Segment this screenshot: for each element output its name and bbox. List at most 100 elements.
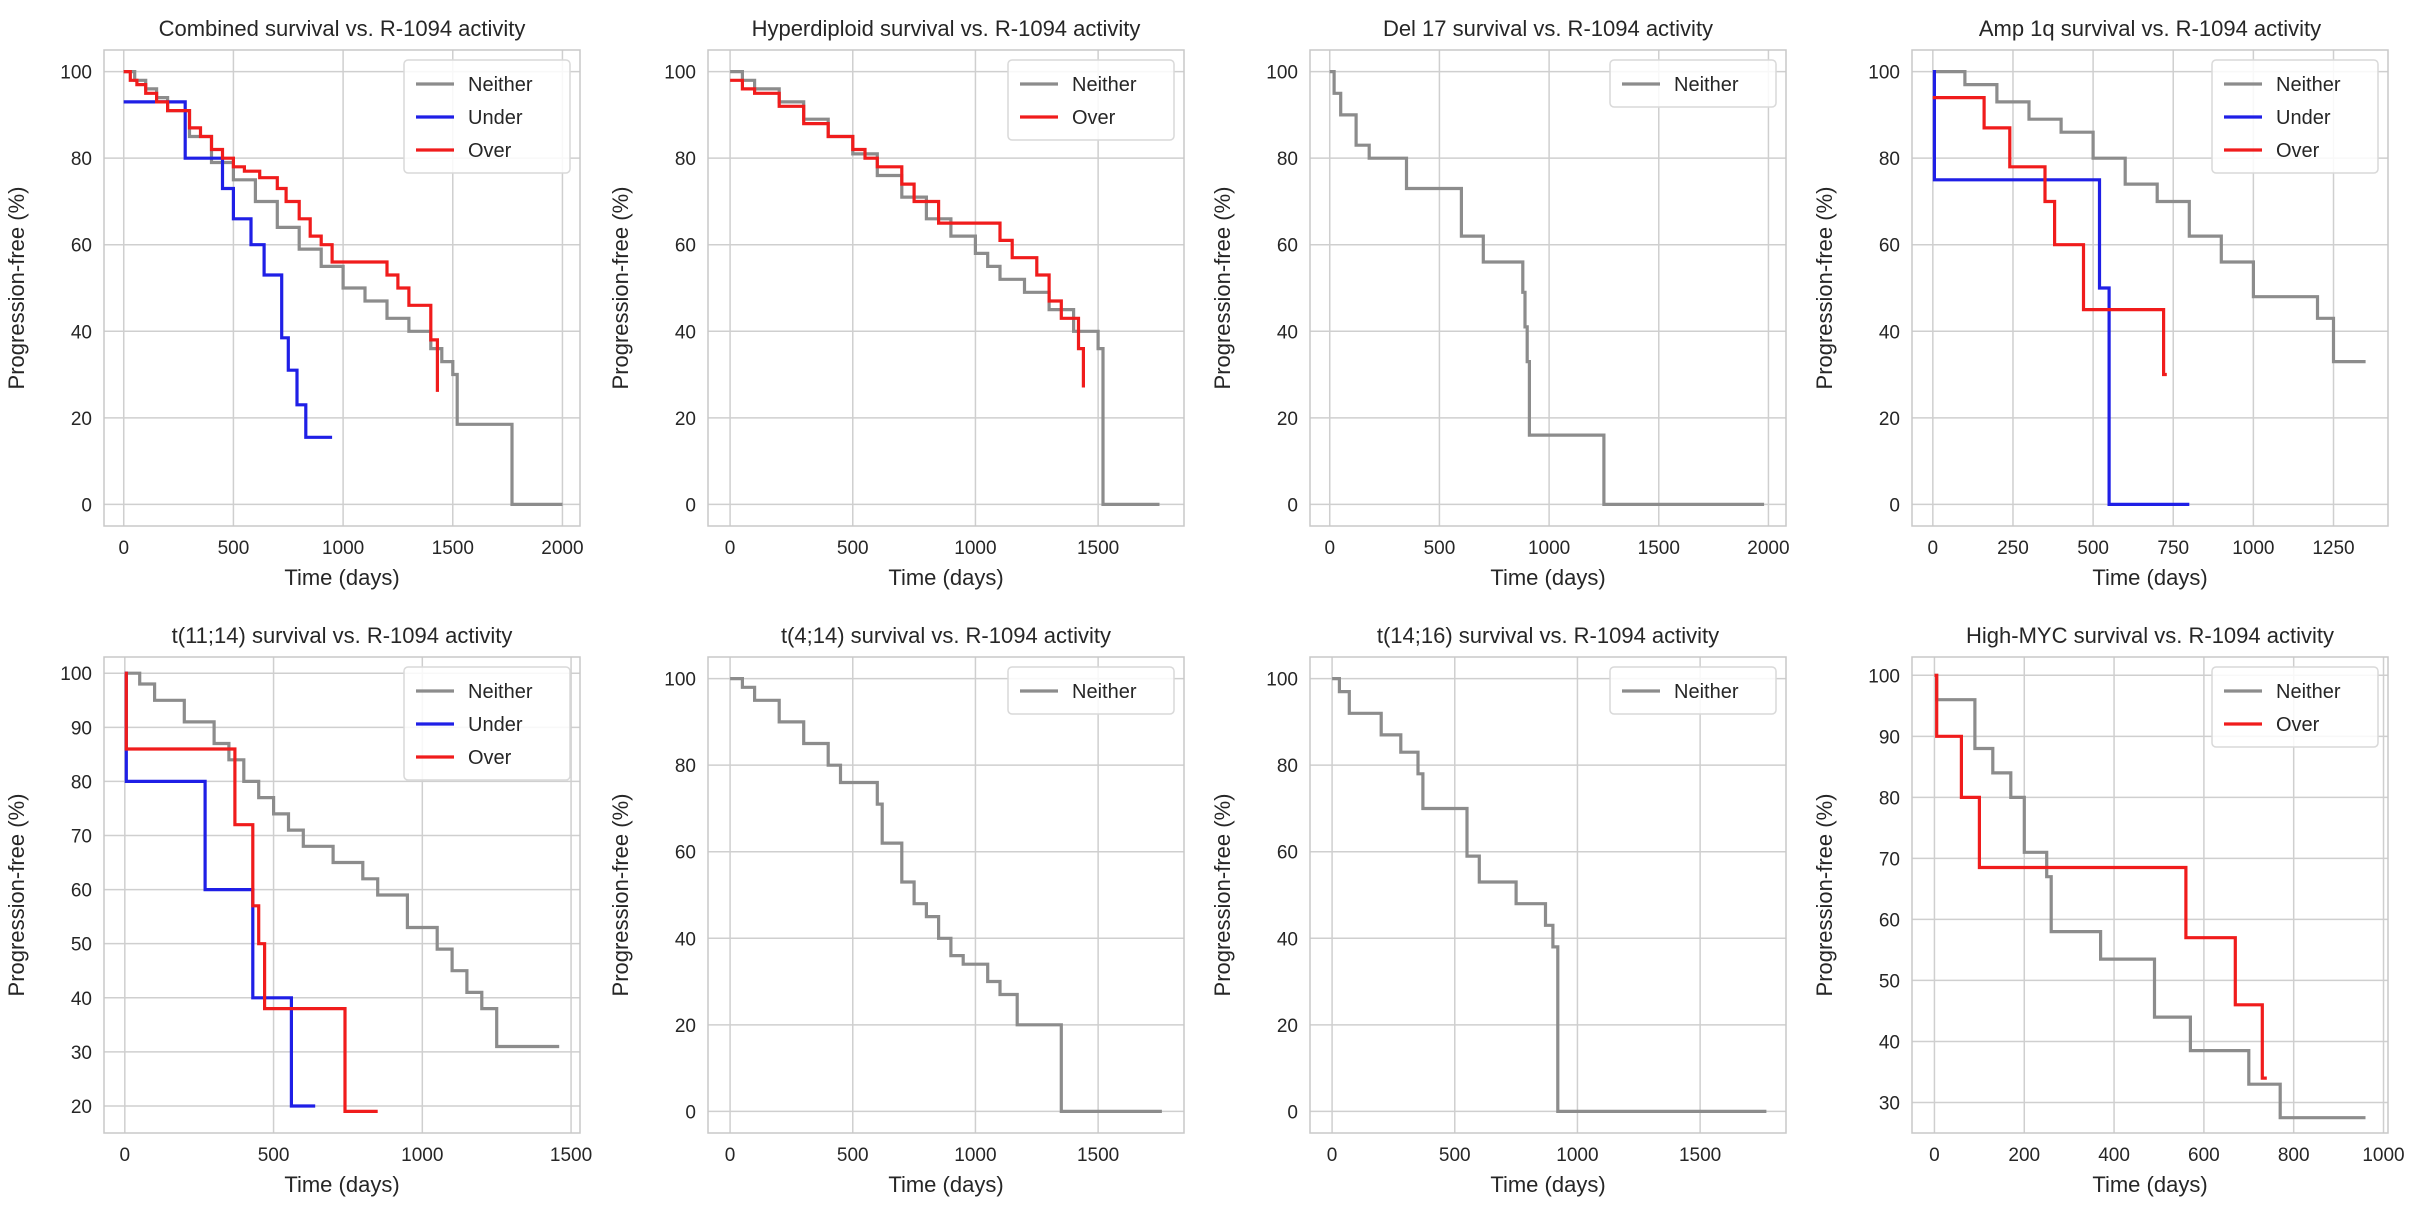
x-tick-label: 1500 (432, 538, 474, 559)
y-tick-label: 100 (1868, 666, 1900, 687)
legend-box (403, 666, 571, 781)
legend: Neither (1609, 59, 1777, 108)
legend-label-over: Over (468, 747, 512, 769)
x-tick-label: 1000 (2232, 538, 2274, 559)
legend-label-neither: Neither (2276, 74, 2341, 96)
y-tick-label: 100 (1266, 670, 1298, 691)
y-tick-label: 80 (71, 772, 92, 793)
series-line-neither (1934, 673, 2366, 1120)
y-tick-label: 40 (1879, 1032, 1900, 1053)
y-tick-label: 70 (71, 827, 92, 848)
y-tick-label: 60 (1879, 236, 1900, 257)
legend: Neither (1007, 666, 1175, 715)
y-tick-label: 60 (1879, 910, 1900, 931)
y-tick-label: 50 (1879, 971, 1900, 992)
legend-label-over: Over (2276, 714, 2320, 736)
y-tick-label: 40 (675, 929, 696, 950)
x-tick-label: 0 (120, 1145, 131, 1166)
y-tick-label: 100 (664, 670, 696, 691)
y-tick-label: 60 (71, 881, 92, 902)
y-tick-label: 20 (1277, 409, 1298, 430)
chart-title: Combined survival vs. R-1094 activity (159, 16, 526, 41)
chart-panel-5: 0 500 1000 1500 20 30 40 50 60 70 80 90 100 t(11;14) … (4, 623, 592, 1197)
y-tick-label: 60 (675, 236, 696, 257)
y-tick-label: 80 (675, 756, 696, 777)
y-tick-label: 40 (71, 322, 92, 343)
x-tick-label: 2000 (1747, 538, 1789, 559)
chart-title: Amp 1q survival vs. R-1094 activity (1979, 16, 2321, 41)
legend-box (2211, 59, 2379, 174)
y-axis-label: Progression-free (%) (608, 794, 633, 997)
y-tick-label: 40 (71, 989, 92, 1010)
chart-title: Del 17 survival vs. R-1094 activity (1383, 16, 1713, 41)
legend-label-over: Over (1072, 107, 1116, 129)
legend-label-neither: Neither (468, 74, 533, 96)
x-tick-label: 500 (218, 538, 250, 559)
y-tick-label: 100 (1266, 63, 1298, 84)
series-line-over (1932, 96, 2167, 377)
plot-frame (707, 49, 1185, 527)
y-tick-label: 20 (675, 1016, 696, 1037)
legend-box (1609, 59, 1777, 108)
series-line-under (1932, 70, 2190, 506)
y-tick-label: 0 (1287, 495, 1298, 516)
x-tick-label: 500 (2077, 538, 2109, 559)
x-tick-label: 1500 (550, 1145, 592, 1166)
y-tick-label: 60 (1277, 236, 1298, 257)
series-line-neither (123, 70, 563, 506)
y-tick-label: 100 (60, 63, 92, 84)
y-tick-label: 40 (1277, 929, 1298, 950)
x-tick-label: 1500 (1679, 1145, 1721, 1166)
y-axis-label: Progression-free (%) (608, 187, 633, 390)
x-tick-label: 1500 (1077, 538, 1119, 559)
plot-frame (1911, 49, 2389, 527)
chart-panel-2: 0 500 1000 1500 0 20 40 60 80 100 Hyperdiploid sur… (608, 16, 1185, 590)
x-tick-label: 0 (1327, 1145, 1338, 1166)
legend: Neither (1609, 666, 1777, 715)
plot-frame (1309, 49, 1787, 527)
x-tick-label: 1000 (2362, 1145, 2404, 1166)
y-tick-label: 90 (1879, 727, 1900, 748)
legend-label-over: Over (468, 140, 512, 162)
y-tick-label: 0 (685, 495, 696, 516)
x-tick-label: 0 (1929, 1145, 1940, 1166)
series-line-neither (1932, 70, 2366, 364)
x-tick-label: 1000 (954, 538, 996, 559)
legend-label-neither: Neither (1674, 681, 1739, 703)
plot-frame (103, 656, 581, 1134)
series-line-under (123, 100, 333, 439)
legend: Neither Under Over (403, 666, 571, 781)
y-axis-label: Progression-free (%) (4, 794, 29, 997)
chart-panel-1: 0 500 1000 1500 2000 0 20 40 60 80 100 Combined sur… (4, 16, 584, 590)
y-tick-label: 60 (675, 843, 696, 864)
legend-label-neither: Neither (468, 681, 533, 703)
legend-label-under: Under (2276, 107, 2331, 129)
series-line-neither (1332, 677, 1767, 1113)
y-tick-label: 20 (1277, 1016, 1298, 1037)
y-tick-label: 70 (1879, 849, 1900, 870)
x-axis-label: Time (days) (2092, 565, 2207, 590)
x-tick-label: 250 (1997, 538, 2029, 559)
x-axis-label: Time (days) (888, 565, 1003, 590)
legend-box (403, 59, 571, 174)
series-line-neither (730, 677, 1162, 1113)
y-tick-label: 40 (1277, 322, 1298, 343)
legend: Neither Under Over (403, 59, 571, 174)
plot-frame (1911, 656, 2389, 1134)
legend-label-under: Under (468, 107, 523, 129)
x-tick-label: 1000 (1528, 538, 1570, 559)
plot-frame (1309, 656, 1787, 1134)
x-tick-label: 0 (118, 538, 129, 559)
chart-title: Hyperdiploid survival vs. R-1094 activit… (752, 16, 1141, 41)
chart-panel-3: 0 500 1000 1500 2000 0 20 40 60 80 100 Del 17 survi… (1210, 16, 1790, 590)
chart-panel-4: 0 250 500 750 1000 1250 0 20 40 60 80 100 Amp 1q sur… (1812, 16, 2389, 590)
y-tick-label: 0 (685, 1102, 696, 1123)
x-tick-label: 500 (837, 538, 869, 559)
y-tick-label: 30 (71, 1043, 92, 1064)
x-tick-label: 500 (1439, 1145, 1471, 1166)
chart-panel-7: 0 500 1000 1500 0 20 40 60 80 100 t(14;16) surviva… (1210, 623, 1787, 1197)
x-tick-label: 1250 (2312, 538, 2354, 559)
x-tick-label: 600 (2188, 1145, 2220, 1166)
y-tick-label: 20 (71, 409, 92, 430)
